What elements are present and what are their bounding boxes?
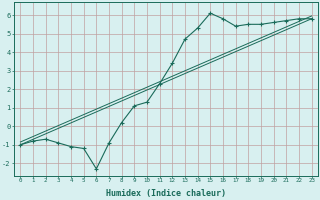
X-axis label: Humidex (Indice chaleur): Humidex (Indice chaleur): [106, 189, 226, 198]
